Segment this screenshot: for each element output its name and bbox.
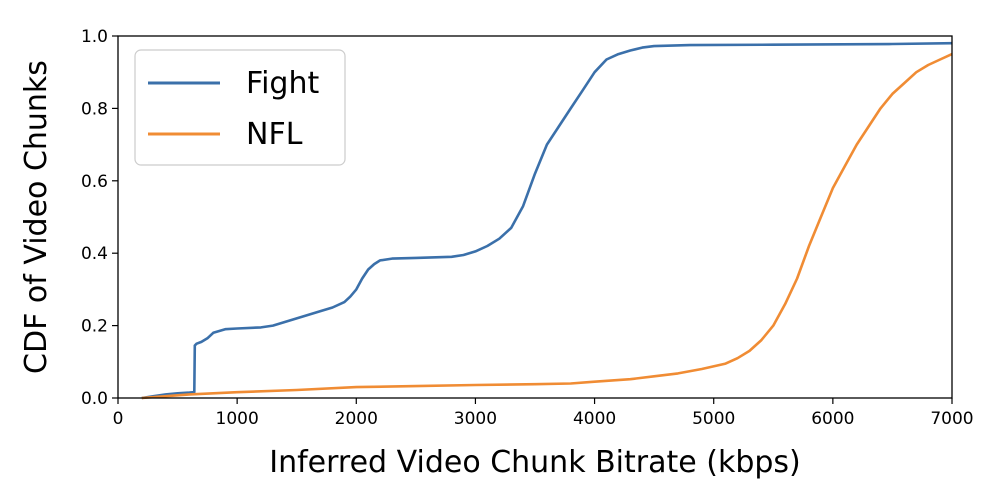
- y-tick-label: 0.8: [81, 99, 108, 119]
- plot-frame: [117, 35, 953, 399]
- y-axis: 0.0 0.2 0.4 0.6 0.8 1.0: [81, 27, 118, 409]
- y-tick-label: 0.6: [81, 172, 108, 192]
- x-tick-label: 1000: [216, 409, 259, 429]
- legend-label-fight: Fight: [246, 66, 319, 101]
- y-tick-label: 0.4: [81, 244, 108, 264]
- x-axis: 0 1000 2000 3000 4000 5000 6000 7000: [113, 398, 974, 429]
- x-axis-label: Inferred Video Chunk Bitrate (kbps): [269, 445, 801, 480]
- series-line-fight: [141, 41, 953, 400]
- y-tick-label: 0.2: [81, 317, 108, 337]
- x-tick-label: 7000: [930, 409, 973, 429]
- y-tick-label: 0.0: [81, 389, 108, 409]
- series-line-nfl: [141, 52, 953, 400]
- legend: Fight NFL: [134, 49, 346, 166]
- x-tick-label: 4000: [573, 409, 616, 429]
- legend-box: [134, 49, 346, 166]
- x-tick-label: 2000: [335, 409, 378, 429]
- x-tick-label: 0: [113, 409, 124, 429]
- y-tick-label: 1.0: [81, 27, 108, 47]
- plot-lines: [141, 41, 953, 400]
- y-axis-label: CDF of Video Chunks: [19, 60, 54, 374]
- x-tick-label: 3000: [454, 409, 497, 429]
- x-tick-label: 6000: [811, 409, 854, 429]
- x-tick-label: 5000: [692, 409, 735, 429]
- legend-label-nfl: NFL: [246, 117, 303, 152]
